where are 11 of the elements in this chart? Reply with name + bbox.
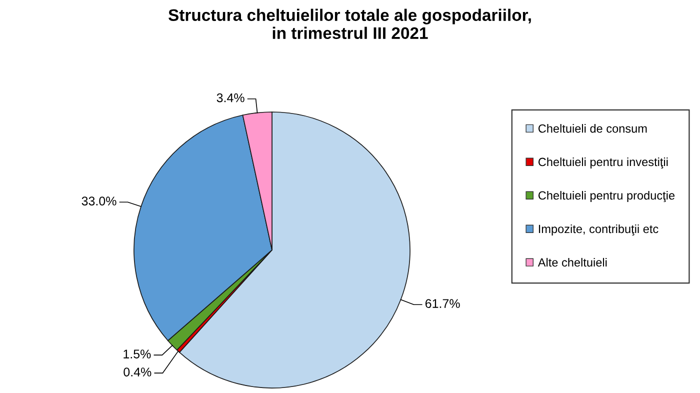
legend-label: Impozite, contribuţii etc [538, 224, 658, 236]
data-label: 1.5% [124, 350, 151, 358]
data-label: 3.4% [216, 93, 244, 102]
legend-label: Alte cheltuieli [538, 258, 607, 267]
legend-label: Cheltuieli de consum [538, 124, 647, 133]
legend-label: Cheltuieli pentru investiţii [538, 157, 668, 169]
data-label: 0.4% [124, 368, 152, 376]
data-label: 33.0% [82, 196, 116, 206]
legend-label: Cheltuieli pentru producţie [538, 190, 675, 202]
chart-title: Structura cheltuielilor totale ale gospodariilor, in trimestrul III 2021 [168, 8, 531, 40]
data-label: 61.7% [425, 299, 460, 308]
